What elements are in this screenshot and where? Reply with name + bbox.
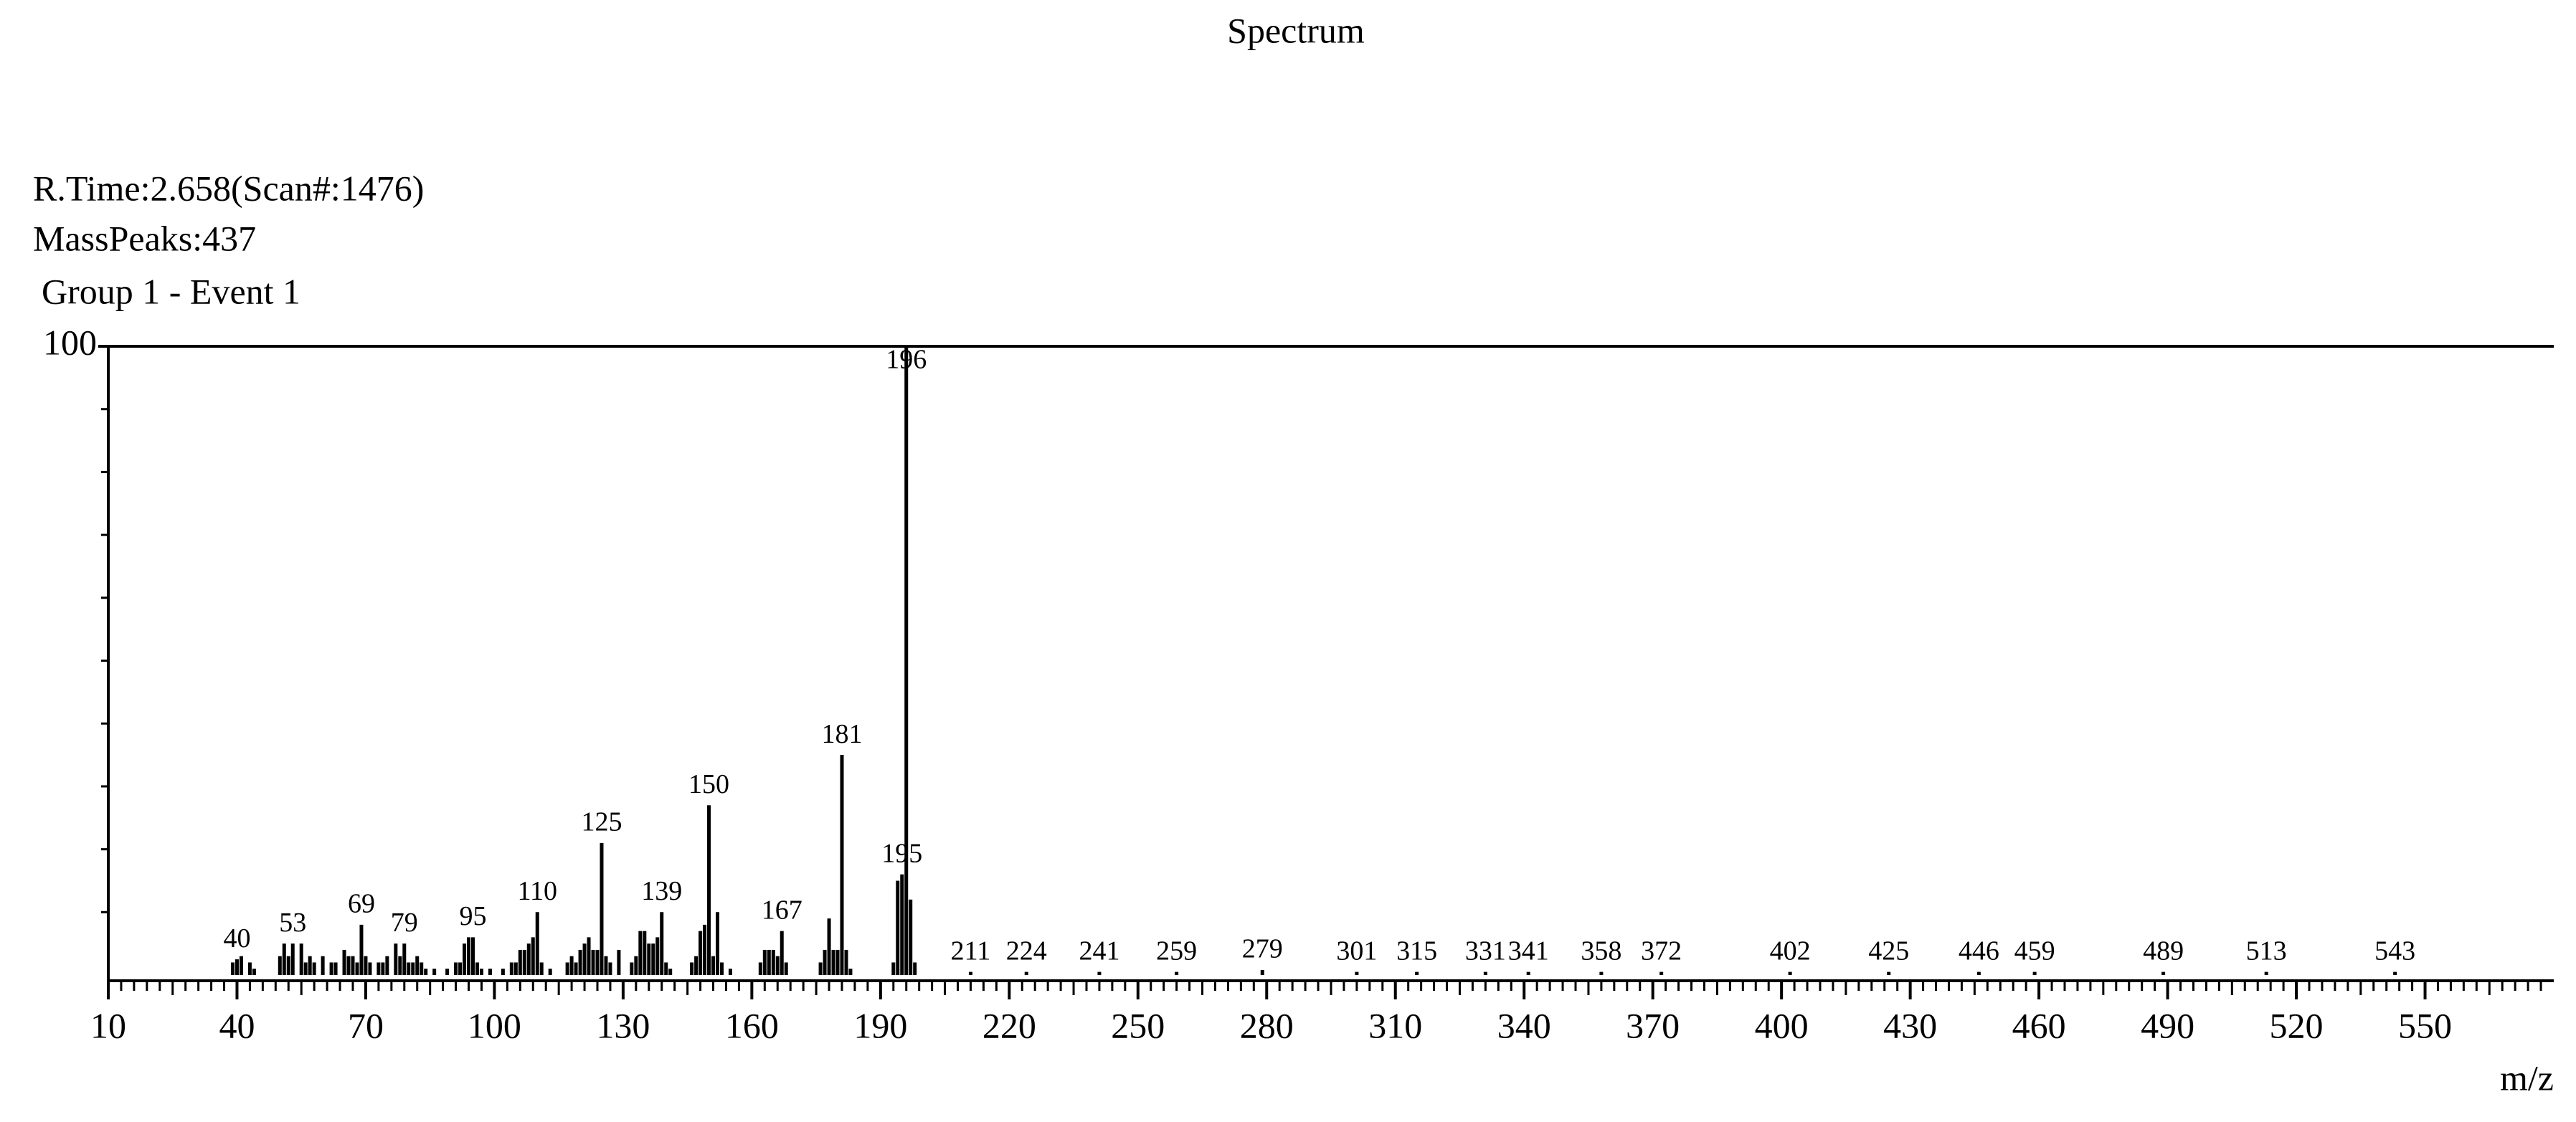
peak-label: 259 xyxy=(1156,936,1197,966)
info-line: R.Time:2.658(Scan#:1476) xyxy=(33,168,424,208)
peak-label: 181 xyxy=(822,719,863,749)
x-tick-label: 40 xyxy=(219,1005,255,1045)
peak-label: 279 xyxy=(1242,934,1283,964)
peak-label: 446 xyxy=(1959,936,1999,966)
peak-label: 110 xyxy=(517,876,557,906)
peak-label: 224 xyxy=(1006,936,1047,966)
peak-label: 69 xyxy=(348,889,375,919)
info-line: MassPeaks:437 xyxy=(33,218,256,258)
peak-label: 489 xyxy=(2143,936,2184,966)
peak-label: 425 xyxy=(1868,936,1909,966)
peak-label: 543 xyxy=(2374,936,2415,966)
peak-label: 358 xyxy=(1581,936,1621,966)
x-tick-label: 250 xyxy=(1111,1005,1165,1045)
peak-label: 95 xyxy=(460,901,487,931)
x-axis-label: m/z xyxy=(2500,1057,2554,1098)
x-tick-label: 280 xyxy=(1240,1005,1294,1045)
x-tick-label: 310 xyxy=(1368,1005,1422,1045)
x-tick-label: 10 xyxy=(90,1005,126,1045)
x-tick-label: 430 xyxy=(1883,1005,1937,1045)
peak-label: 211 xyxy=(951,936,991,966)
peak-label: 125 xyxy=(581,807,622,837)
peak-label: 513 xyxy=(2246,936,2287,966)
x-tick-label: 520 xyxy=(2270,1005,2324,1045)
peak-label: 301 xyxy=(1336,936,1377,966)
info-line: Group 1 - Event 1 xyxy=(42,271,300,311)
x-tick-label: 490 xyxy=(2141,1005,2194,1045)
x-tick-label: 550 xyxy=(2398,1005,2452,1045)
x-tick-label: 100 xyxy=(468,1005,521,1045)
x-tick-label: 160 xyxy=(725,1005,779,1045)
peak-label: 372 xyxy=(1641,936,1682,966)
x-tick-label: 70 xyxy=(348,1005,384,1045)
x-tick-label: 220 xyxy=(982,1005,1036,1045)
peak-label: 241 xyxy=(1079,936,1119,966)
peak-label: 402 xyxy=(1770,936,1811,966)
x-tick-label: 340 xyxy=(1497,1005,1551,1045)
y-tick-label: 100 xyxy=(43,322,97,362)
peak-label: 341 xyxy=(1508,936,1549,966)
peak-label: 459 xyxy=(2014,936,2055,966)
peak-label: 40 xyxy=(223,923,250,954)
peak-label: 196 xyxy=(886,345,927,375)
peak-label: 139 xyxy=(641,876,682,906)
x-tick-label: 130 xyxy=(596,1005,650,1045)
peak-label: 331 xyxy=(1465,936,1506,966)
peak-label: 167 xyxy=(762,895,802,925)
peak-label: 315 xyxy=(1396,936,1437,966)
x-tick-label: 190 xyxy=(853,1005,907,1045)
x-tick-label: 400 xyxy=(1755,1005,1809,1045)
peak-label: 53 xyxy=(279,908,306,938)
peak-label: 195 xyxy=(881,838,922,868)
peak-label: 79 xyxy=(391,908,418,938)
peak-label: 150 xyxy=(688,769,729,799)
chart-title: Spectrum xyxy=(1227,10,1365,50)
x-tick-label: 460 xyxy=(2012,1005,2066,1045)
x-tick-label: 370 xyxy=(1626,1005,1680,1045)
